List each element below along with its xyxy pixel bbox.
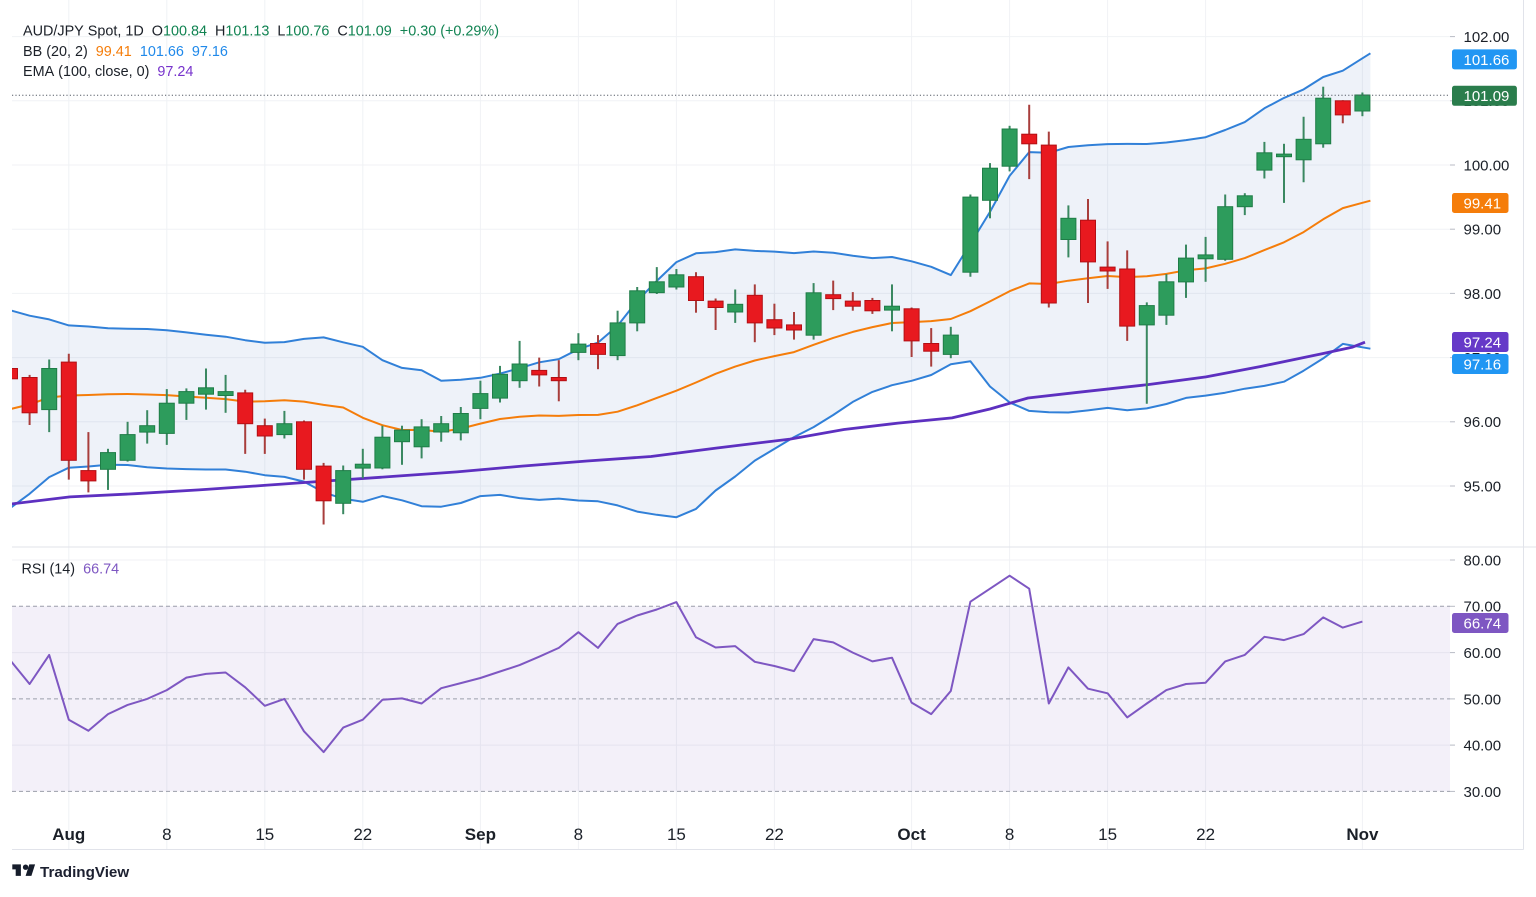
svg-text:100.00: 100.00 — [1464, 157, 1510, 174]
svg-text:15: 15 — [1098, 825, 1117, 844]
svg-text:AUD/JPY Spot, 1D O100.84 H10: AUD/JPY Spot, 1D O100.84 H101.13 L100.76… — [23, 24, 499, 40]
svg-text:99.00: 99.00 — [1464, 222, 1502, 239]
svg-text:60.00: 60.00 — [1464, 645, 1502, 662]
svg-text:15: 15 — [667, 825, 686, 844]
svg-text:30.00: 30.00 — [1464, 784, 1502, 801]
svg-text:Oct: Oct — [897, 825, 926, 844]
svg-text:BB (20, 2) 99.41 101.66 97.: BB (20, 2) 99.41 101.66 97.16 — [23, 44, 228, 60]
svg-text:TradingView: TradingView — [40, 864, 129, 881]
svg-text:95.00: 95.00 — [1464, 478, 1502, 495]
svg-text:RSI (14) 66.74: RSI (14) 66.74 — [22, 562, 120, 578]
svg-text:101.09: 101.09 — [1464, 88, 1510, 105]
svg-text:40.00: 40.00 — [1464, 738, 1502, 755]
svg-text:102.00: 102.00 — [1464, 29, 1510, 46]
svg-text:97.16: 97.16 — [1464, 356, 1502, 373]
svg-text:22: 22 — [353, 825, 372, 844]
svg-text:Sep: Sep — [465, 825, 496, 844]
svg-text:8: 8 — [1005, 825, 1014, 844]
svg-text:101.66: 101.66 — [1464, 52, 1510, 69]
svg-text:50.00: 50.00 — [1464, 691, 1502, 708]
svg-text:97.24: 97.24 — [1464, 334, 1502, 351]
svg-text:70.00: 70.00 — [1464, 599, 1502, 616]
svg-text:99.41: 99.41 — [1464, 195, 1502, 212]
svg-text:EMA (100, close, 0) 97.24: EMA (100, close, 0) 97.24 — [23, 64, 193, 80]
svg-text:Nov: Nov — [1346, 825, 1379, 844]
svg-text:98.00: 98.00 — [1464, 286, 1502, 303]
svg-text:Aug: Aug — [52, 825, 85, 844]
svg-text:80.00: 80.00 — [1464, 552, 1502, 569]
svg-text:8: 8 — [162, 825, 171, 844]
svg-text:22: 22 — [1196, 825, 1215, 844]
svg-text:22: 22 — [765, 825, 784, 844]
svg-text:96.00: 96.00 — [1464, 414, 1502, 431]
svg-text:15: 15 — [255, 825, 274, 844]
svg-text:8: 8 — [574, 825, 583, 844]
svg-text:66.74: 66.74 — [1464, 615, 1502, 632]
